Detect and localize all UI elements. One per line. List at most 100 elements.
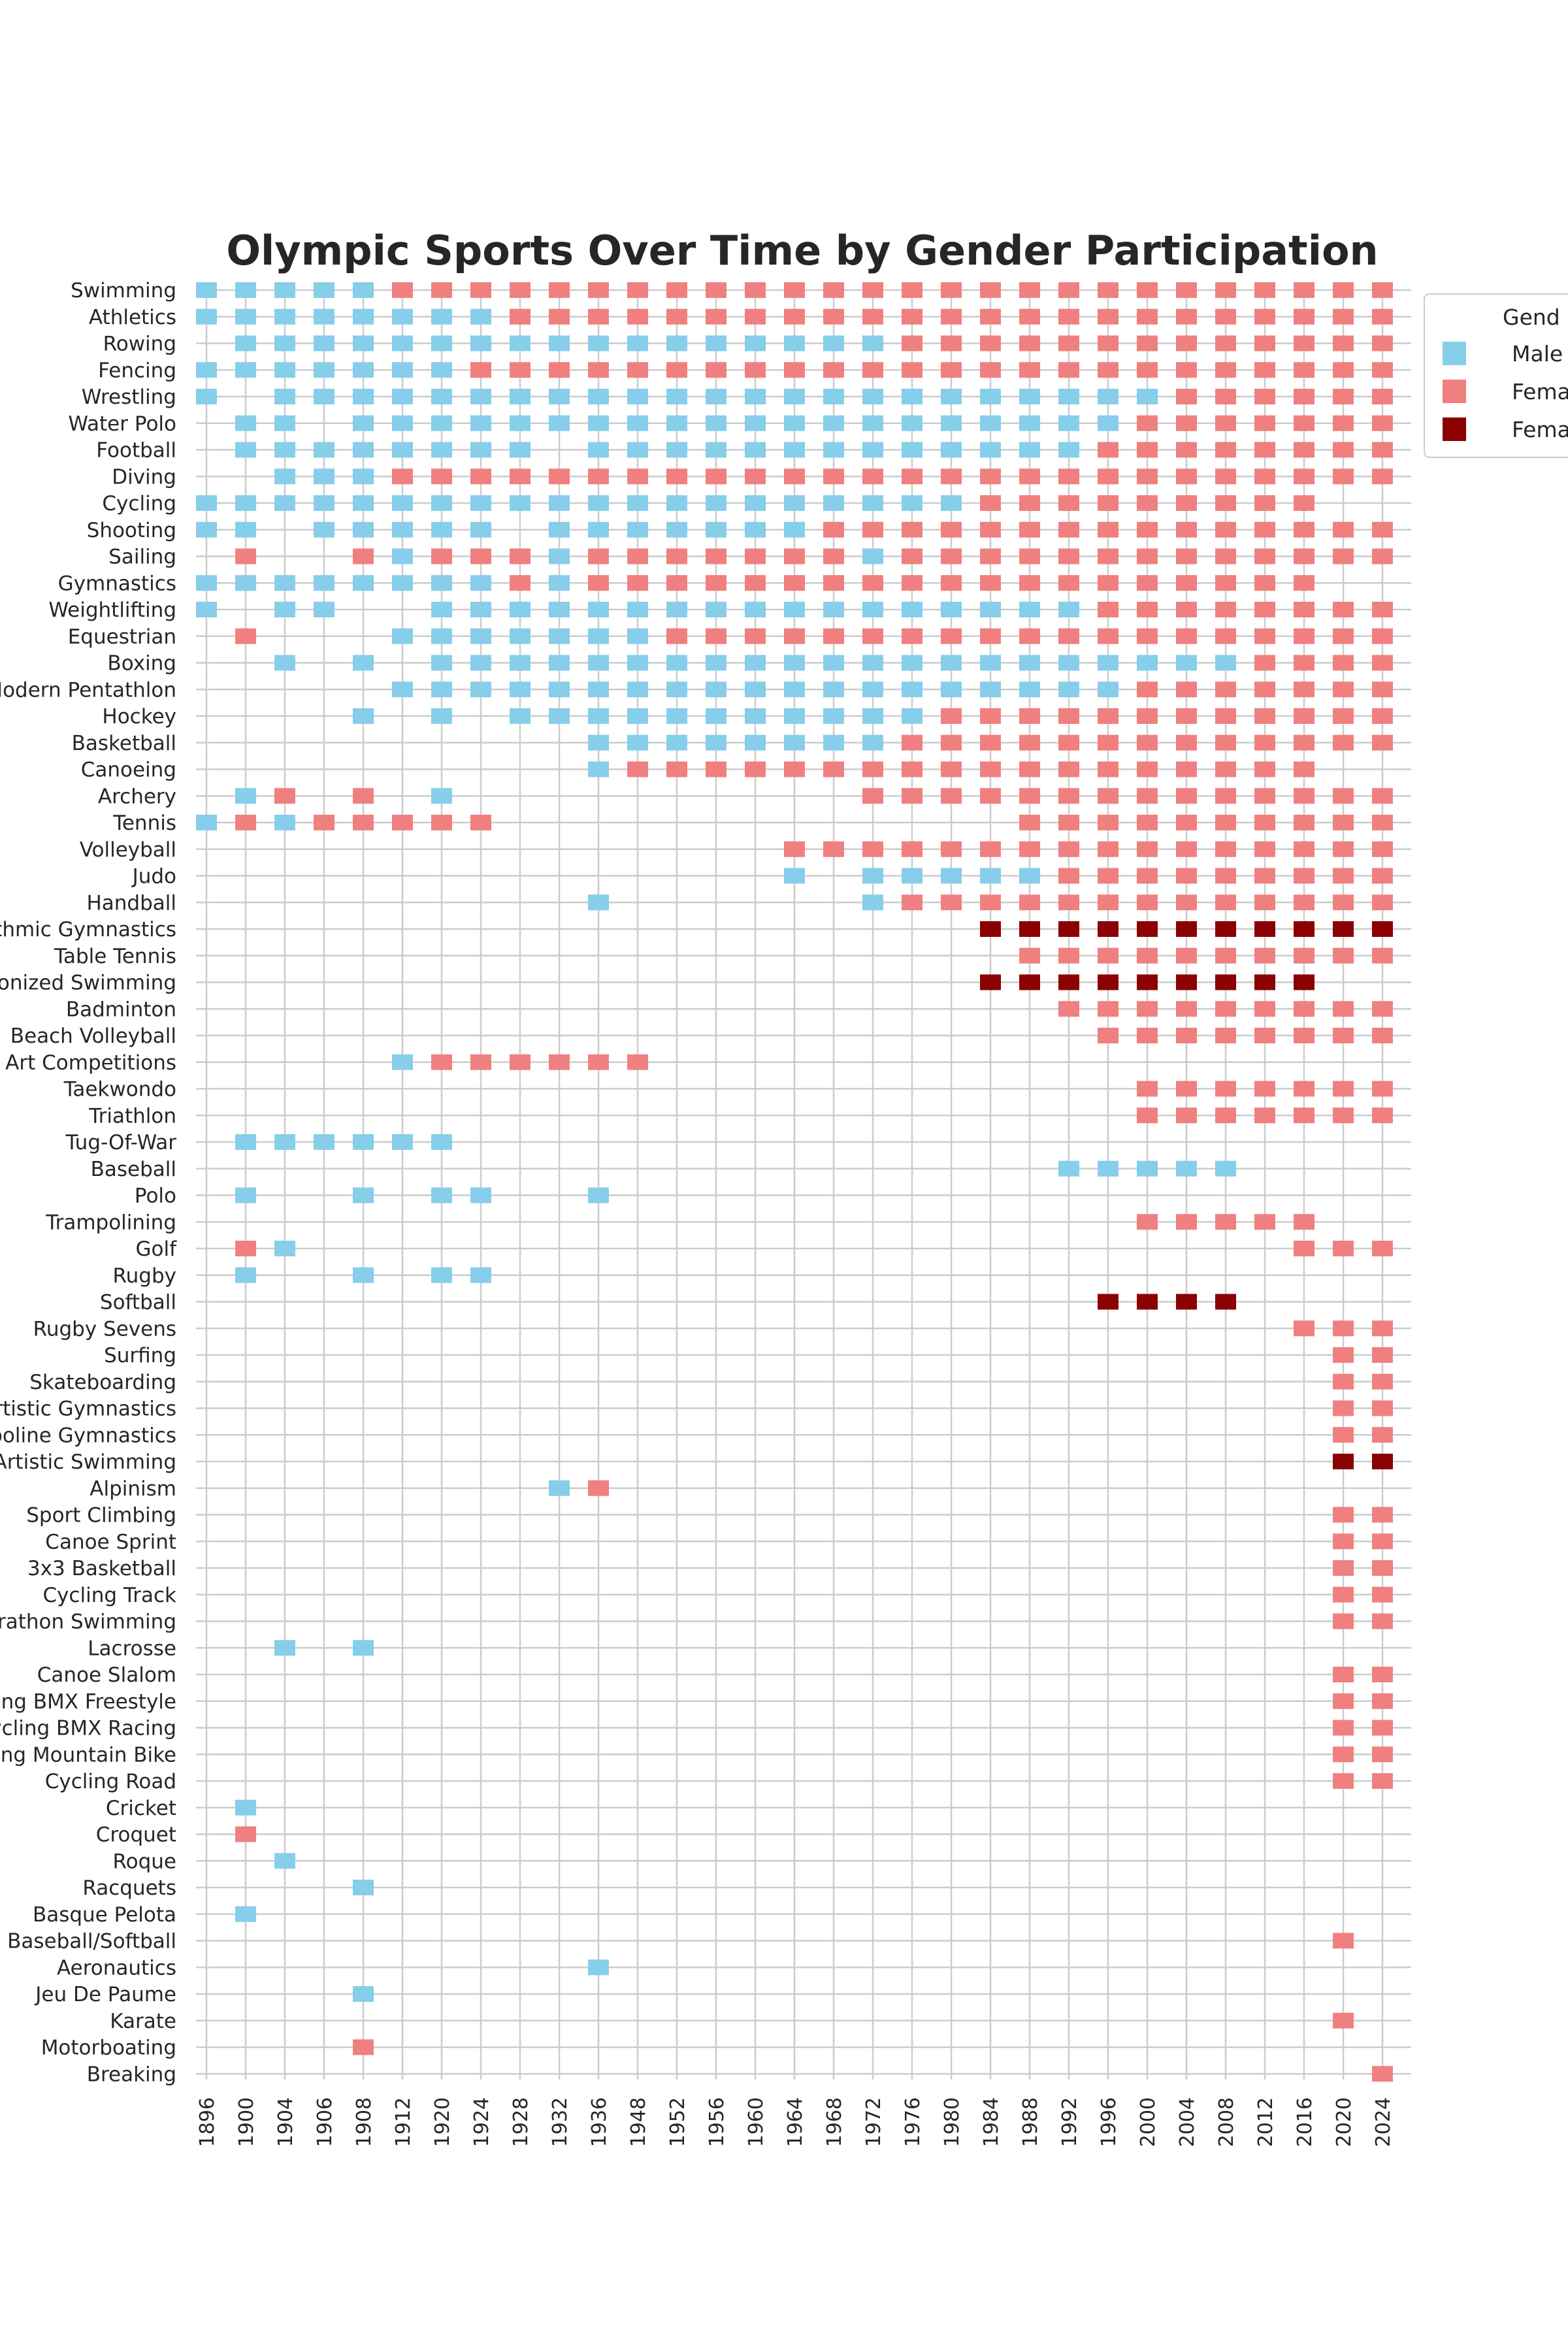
- cell-1906: [314, 335, 335, 351]
- cell-1904: [274, 1134, 295, 1150]
- cell-1956: [706, 282, 727, 298]
- cell-2000: [1137, 708, 1158, 724]
- cell-2012: [1254, 681, 1275, 698]
- cell-1992: [1058, 1001, 1079, 1017]
- cell-2008: [1215, 468, 1236, 485]
- cell-1920: [431, 389, 452, 404]
- cell-1984: [980, 282, 1001, 298]
- cell-1996: [1098, 815, 1119, 830]
- cell-2024: [1372, 1373, 1393, 1390]
- y-tick-label: Golf: [135, 1237, 177, 1261]
- cell-1932: [549, 602, 570, 617]
- cell-1972: [862, 681, 883, 698]
- cell-1972: [862, 521, 883, 538]
- y-tick-label: Volleyball: [80, 838, 176, 862]
- cell-2024: [1372, 734, 1393, 751]
- y-tick-label: Artistic Swimming: [0, 1450, 176, 1474]
- cell-1908: [353, 335, 374, 351]
- y-tick-label: Modern Pentathlon: [0, 678, 176, 702]
- cell-1988: [1019, 468, 1040, 485]
- cell-1984: [980, 335, 1001, 351]
- cell-2020: [1333, 681, 1354, 698]
- cell-2008: [1215, 1081, 1236, 1097]
- cell-1980: [941, 548, 962, 564]
- cell-2008: [1215, 282, 1236, 298]
- cell-1952: [666, 389, 687, 404]
- x-tick-label: 1920: [431, 2097, 454, 2147]
- cell-1896: [196, 282, 217, 298]
- y-tick-label: Archery: [98, 785, 176, 808]
- cell-1932: [549, 628, 570, 644]
- cell-2024: [1372, 1507, 1393, 1523]
- cell-1972: [862, 282, 883, 298]
- cell-2024: [1372, 1001, 1393, 1017]
- cell-1996: [1098, 1160, 1119, 1177]
- cell-1928: [510, 708, 531, 724]
- cell-2004: [1176, 1214, 1197, 1230]
- cell-2020: [1333, 921, 1354, 937]
- cell-1924: [470, 681, 491, 698]
- cell-1972: [862, 548, 883, 564]
- cell-1928: [510, 495, 531, 511]
- cell-1948: [627, 548, 648, 564]
- cell-1912: [392, 362, 413, 378]
- cell-1928: [510, 468, 531, 485]
- cell-1920: [431, 628, 452, 644]
- cell-1976: [902, 628, 923, 644]
- cell-2000: [1137, 655, 1158, 671]
- cell-1960: [745, 308, 766, 325]
- cell-1924: [470, 282, 491, 298]
- cell-2008: [1215, 947, 1236, 964]
- y-tick-label: Taekwondo: [63, 1078, 176, 1102]
- cell-1956: [706, 468, 727, 485]
- y-tick-label: Baseball/Softball: [7, 1930, 176, 1953]
- cell-1992: [1058, 335, 1079, 351]
- cell-2000: [1137, 788, 1158, 804]
- cell-2000: [1137, 921, 1158, 937]
- cell-1900: [235, 415, 256, 431]
- legend-title: Gend: [1503, 304, 1560, 330]
- cell-1932: [549, 389, 570, 404]
- cell-1952: [666, 575, 687, 591]
- cell-2024: [1372, 921, 1393, 937]
- cell-1964: [784, 841, 805, 857]
- x-tick-label: 2008: [1215, 2097, 1238, 2147]
- cell-2000: [1137, 894, 1158, 911]
- cell-1948: [627, 761, 648, 777]
- cell-1896: [196, 602, 217, 617]
- cell-1996: [1098, 495, 1119, 511]
- cell-2000: [1137, 548, 1158, 564]
- cell-1988: [1019, 734, 1040, 751]
- cell-2008: [1215, 734, 1236, 751]
- cell-1984: [980, 575, 1001, 591]
- cell-2016: [1294, 1107, 1315, 1124]
- cell-1904: [274, 495, 295, 511]
- cell-2020: [1333, 1560, 1354, 1576]
- cell-1904: [274, 788, 295, 804]
- cell-1976: [902, 335, 923, 351]
- cell-2016: [1294, 1241, 1315, 1256]
- cell-1904: [274, 362, 295, 378]
- cell-1924: [470, 308, 491, 325]
- cell-1964: [784, 521, 805, 538]
- cell-2012: [1254, 708, 1275, 724]
- cell-1936: [588, 548, 609, 564]
- cell-2008: [1215, 1214, 1236, 1230]
- cell-2008: [1215, 815, 1236, 830]
- cell-1920: [431, 362, 452, 378]
- cell-1972: [862, 415, 883, 431]
- cell-2012: [1254, 415, 1275, 431]
- cell-2012: [1254, 655, 1275, 671]
- cell-1976: [902, 788, 923, 804]
- cell-1912: [392, 468, 413, 485]
- cell-2016: [1294, 521, 1315, 538]
- cell-1964: [784, 308, 805, 325]
- cell-1984: [980, 442, 1001, 458]
- cell-2016: [1294, 1320, 1315, 1337]
- cell-1976: [902, 282, 923, 298]
- cell-2020: [1333, 788, 1354, 804]
- y-tick-label: Trampoline Gymnastics: [0, 1424, 176, 1447]
- cell-2024: [1372, 1693, 1393, 1709]
- cell-2024: [1372, 1107, 1393, 1124]
- cell-2012: [1254, 815, 1275, 830]
